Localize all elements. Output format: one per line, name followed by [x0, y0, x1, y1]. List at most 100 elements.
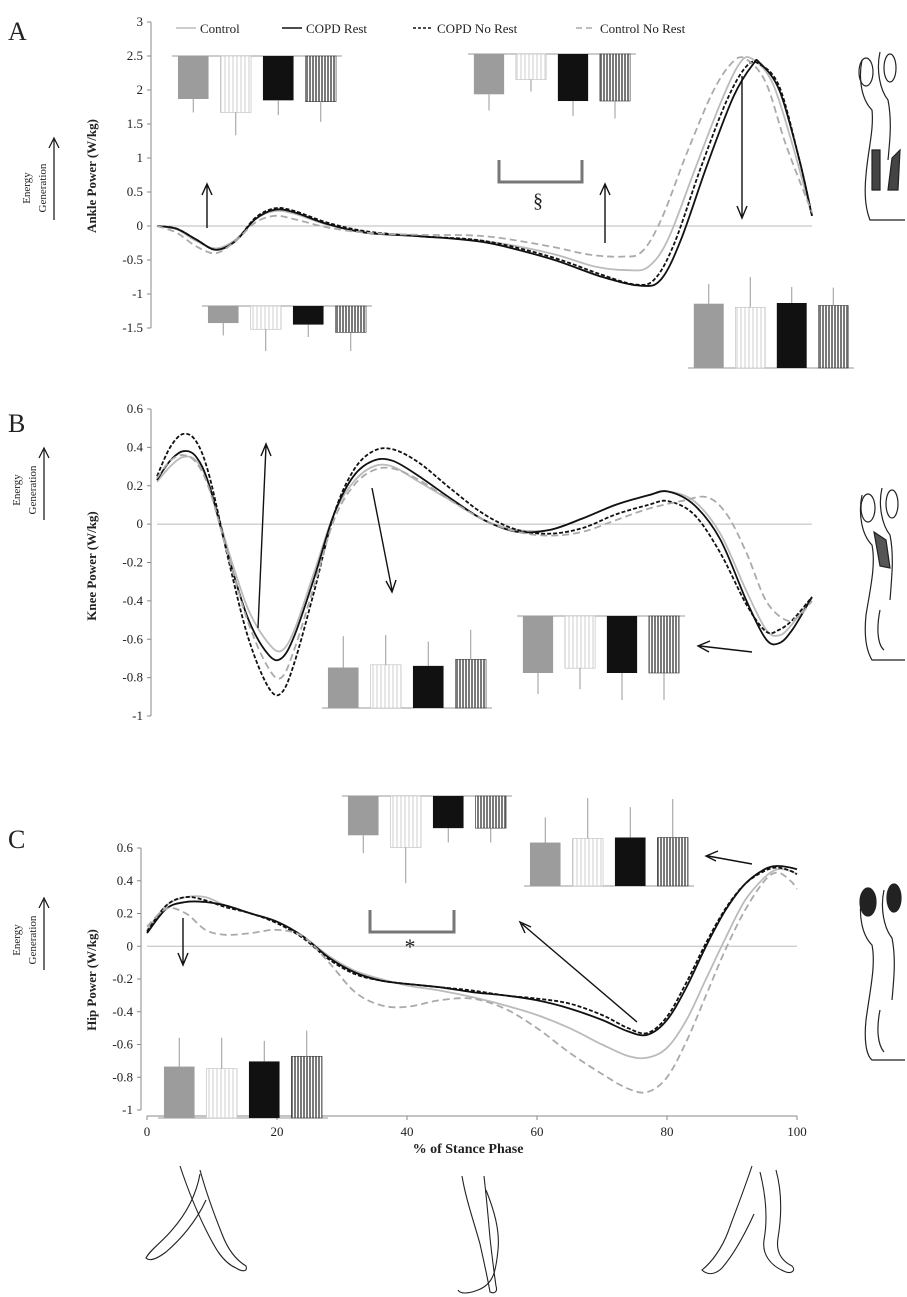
inset-bar [262, 56, 294, 101]
svg-text:Energy: Energy [21, 172, 33, 204]
inset-bar [455, 659, 487, 709]
sig-symbol-section: § [533, 190, 543, 212]
svg-text:Generation: Generation [37, 163, 49, 212]
inset-bar [564, 615, 596, 669]
y-tick-label: -1 [132, 286, 143, 301]
gait-sketch-toe-off [701, 1165, 795, 1275]
inset-bar-chart [524, 798, 694, 887]
inset-bar [522, 616, 554, 673]
inset-bar-chart [172, 55, 342, 136]
y-tick-label: 3 [137, 14, 144, 29]
inset-bar [248, 1061, 280, 1118]
series-line-copd-rest [156, 450, 813, 662]
inset-bar-chart [202, 305, 372, 351]
series-line-copd-no-rest [146, 866, 798, 1035]
y-tick-label: -1 [122, 1102, 133, 1117]
inset-bar [475, 795, 507, 829]
annotation-arrows [177, 76, 753, 1023]
inset-bar [177, 56, 209, 99]
legend-label-copd-rest: COPD Rest [306, 21, 367, 36]
inset-bar-chart [468, 53, 636, 119]
y-tick-label: -0.8 [122, 670, 143, 685]
panel-letter-a: A [8, 17, 27, 46]
y-tick-label: 0.4 [117, 873, 134, 888]
y-tick-label: -1.5 [122, 320, 143, 335]
panel-b-knee: 0.6 0.4 0.2 0 -0.2 -0.4 -0.6 -0.8 -1 [122, 401, 813, 723]
y-tick-label: 1 [137, 150, 144, 165]
energy-label-c: Energy Generation [11, 896, 50, 970]
ylabel-hip: Hip Power (W/kg) [84, 929, 99, 1031]
svg-text:Energy: Energy [11, 474, 23, 506]
legend: Control COPD Rest COPD No Rest Control N… [176, 21, 686, 36]
series-line-control [156, 455, 813, 653]
x-tick-label: 20 [271, 1124, 284, 1139]
y-tick-label: -0.6 [122, 631, 143, 646]
series-line-control [146, 868, 798, 1060]
legend-label-control-no-rest: Control No Rest [600, 21, 686, 36]
y-tick-label: 0.2 [117, 906, 133, 921]
y-tick-label: 0.5 [127, 184, 143, 199]
sig-bracket-hip: * [368, 910, 456, 959]
inset-bar [776, 303, 807, 368]
inset-bar [693, 303, 724, 368]
x-tick-label: 0 [144, 1124, 151, 1139]
y-tick-label: -0.8 [112, 1069, 133, 1084]
series-line-control-no-rest [156, 56, 813, 258]
y-tick-label: -0.2 [112, 971, 133, 986]
y-tick-label: -0.5 [122, 252, 143, 267]
inset-bar [292, 306, 324, 325]
series-line-control-no-rest [156, 454, 813, 680]
inset-bar [206, 1068, 238, 1119]
y-tick-label: 0.2 [127, 478, 143, 493]
panel-a-ankle: 3 2.5 2 1.5 1 0.5 0 -0.5 -1 -1.5 [122, 14, 854, 369]
inset-bar [529, 842, 561, 886]
inset-bar [370, 664, 402, 709]
ylabel-knee: Knee Power (W/kg) [84, 511, 99, 621]
y-tick-label: 0.4 [127, 439, 144, 454]
x-tick-label: 100 [787, 1124, 807, 1139]
leg-illustration-knee [859, 487, 905, 661]
svg-text:Generation: Generation [27, 465, 39, 514]
inset-bar [614, 837, 646, 886]
legend-label-control: Control [200, 21, 240, 36]
inset-bar-chart [342, 795, 512, 884]
inset-bar [335, 305, 367, 333]
panel-c-hip: 0.6 0.4 0.2 0 -0.2 -0.4 -0.6 -0.8 -1 0 20 40 60 80 100 [112, 795, 807, 1139]
inset-bar [327, 667, 359, 708]
y-tick-label: 0.6 [127, 401, 144, 416]
panel-letter-b: B [8, 409, 25, 438]
xlabel-stance: % of Stance Phase [413, 1142, 524, 1157]
series-line-control [156, 56, 813, 272]
inset-bar [572, 838, 604, 887]
legend-label-copd-no-rest: COPD No Rest [437, 21, 518, 36]
y-tick-label: 2 [137, 82, 144, 97]
series-line-copd-rest [146, 865, 798, 1037]
panel-letter-c: C [8, 825, 25, 854]
inset-bar [818, 305, 849, 369]
inset-bar-chart [322, 629, 492, 709]
gait-sketch-midstance [457, 1175, 499, 1294]
x-tick-label: 60 [531, 1124, 544, 1139]
inset-bar [250, 305, 282, 330]
inset-bar [305, 55, 337, 102]
inset-bar [207, 306, 239, 324]
y-tick-label: -0.4 [112, 1004, 133, 1019]
inset-bar [599, 53, 631, 102]
y-tick-label: -1 [132, 708, 143, 723]
inset-bar [390, 795, 422, 848]
inset-bar [220, 55, 252, 113]
svg-text:Generation: Generation [27, 915, 39, 964]
inset-bar [412, 665, 444, 708]
inset-bar [347, 796, 379, 836]
inset-bar [291, 1055, 323, 1119]
inset-bar [557, 54, 589, 102]
y-tick-label: 2.5 [127, 48, 143, 63]
ylabel-ankle: Ankle Power (W/kg) [84, 119, 99, 233]
y-tick-label: 1.5 [127, 116, 143, 131]
y-tick-label: -0.2 [122, 555, 143, 570]
inset-bar-chart [158, 1030, 328, 1119]
inset-bar [606, 616, 638, 673]
inset-bar-chart [688, 276, 854, 369]
y-tick-label: -0.6 [112, 1037, 133, 1052]
gait-sketch-heel-strike [145, 1165, 247, 1272]
